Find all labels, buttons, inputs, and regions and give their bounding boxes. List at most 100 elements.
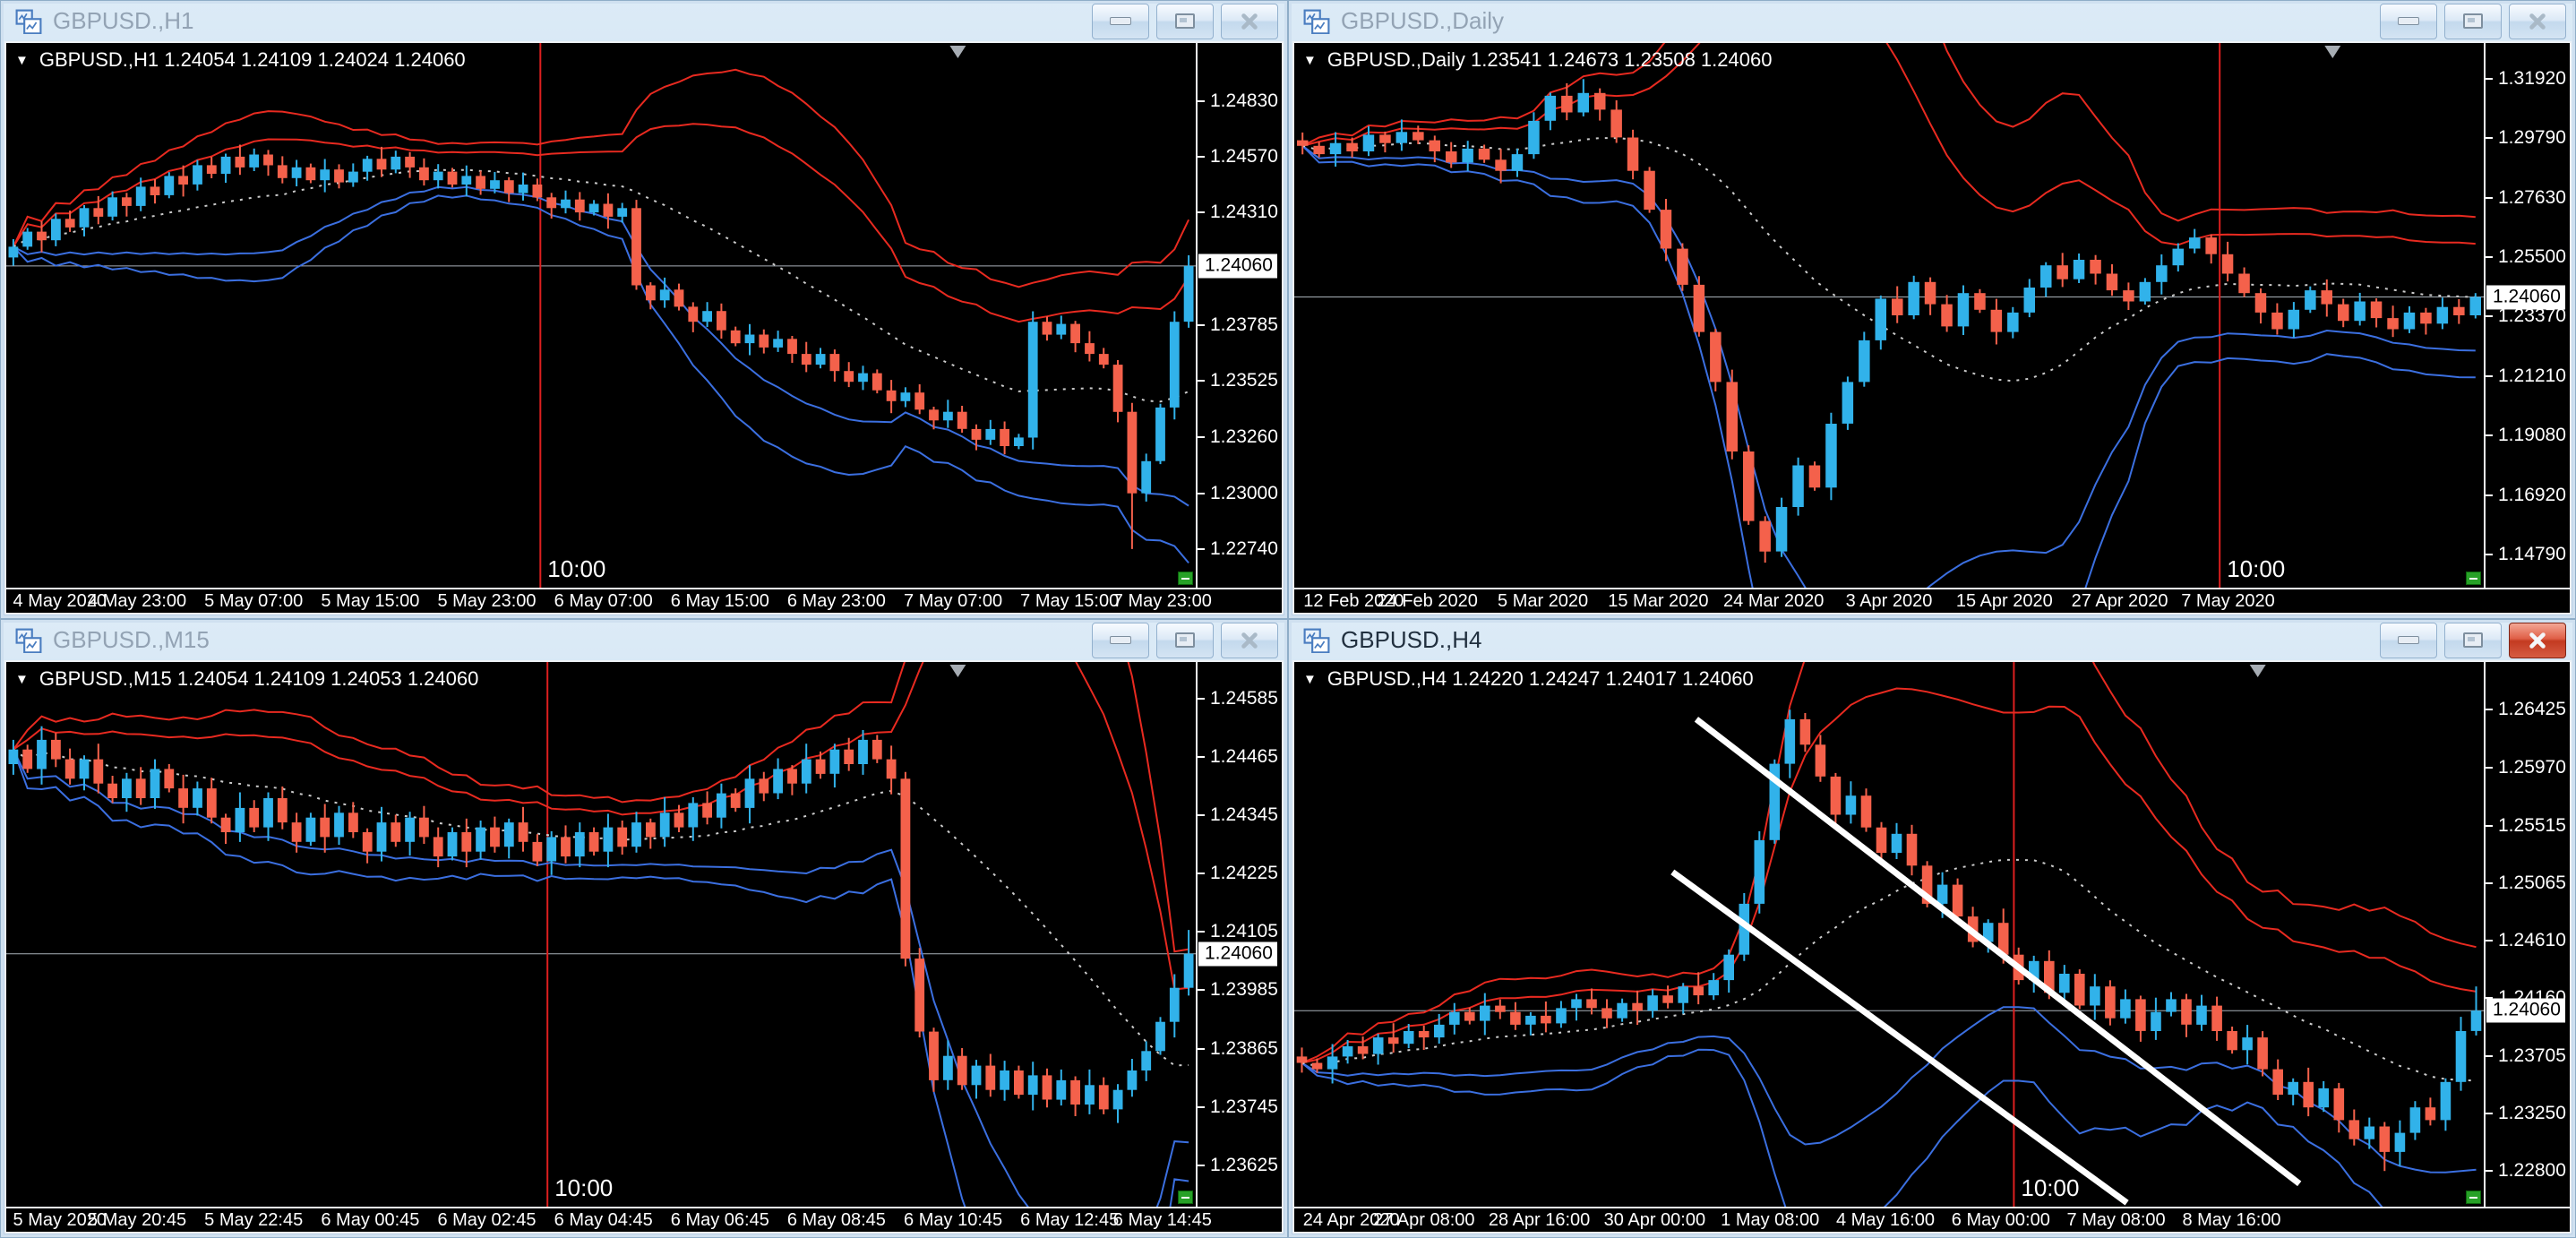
time-axis-label: 1 May 08:00 [1721,1210,1820,1230]
time-axis-label: 4 May 2020 [13,591,107,611]
time-axis-label: 8 May 16:00 [2182,1210,2281,1230]
chart-plot-area[interactable]: 10:00 ▼ GBPUSD.,Daily 1.23541 1.24673 1.… [1294,43,2484,588]
current-price-tag: 1.24060 [1198,254,1277,279]
price-axis-label: 1.16920 [2486,485,2566,505]
restore-button[interactable] [2444,3,2502,39]
minimize-button[interactable] [1092,3,1149,39]
minimize-button[interactable] [2380,622,2437,658]
time-axis-label: 6 May 15:00 [670,591,769,611]
chart-plot-area[interactable]: 10:00 ▼ GBPUSD.,H1 1.24054 1.24109 1.240… [6,43,1196,588]
time-axis-label: 7 May 08:00 [2066,1210,2166,1230]
time-axis-label: 5 May 23:00 [437,591,537,611]
chart-window-h1: GBPUSD.,H1 10:00 ▼ GBPUSD.,H1 1.24054 1.… [0,0,1288,619]
window-title: GBPUSD.,M15 [53,626,210,653]
chart-plot-area[interactable]: 10:00 ▼ GBPUSD.,H4 1.24220 1.24247 1.240… [1294,662,2484,1207]
candlestick-chart: 10:00 [1294,43,2484,588]
window-buttons [1092,3,1278,39]
scale-lock-icon[interactable] [2466,572,2481,585]
time-axis-label: 7 May 15:00 [1020,591,1120,611]
price-axis-label: 1.23260 [1198,426,1278,448]
price-axis-label: 1.14790 [2486,544,2566,565]
current-price-tag: 1.24060 [2486,285,2565,309]
scale-lock-icon[interactable] [2466,1191,2481,1204]
chart-plot-area[interactable]: 10:00 ▼ GBPUSD.,M15 1.24054 1.24109 1.24… [6,662,1196,1207]
price-axis[interactable]: 1.24585 1.24465 1.24345 1.24225 1.24105 1.239… [1196,662,1280,1207]
chart-client-area: 10:00 ▼ GBPUSD.,H1 1.24054 1.24109 1.240… [4,41,1284,615]
close-button[interactable] [2509,622,2566,658]
price-axis-label: 1.24585 [1198,687,1278,709]
window-title: GBPUSD.,Daily [1341,7,1505,34]
time-axis-label: 24 Apr 2020 [1302,1210,1400,1230]
time-axis[interactable]: 5 May 2020 5 May 20:45 5 May 22:45 6 May 00… [6,1207,1282,1232]
svg-text:10:00: 10:00 [554,1174,613,1201]
time-axis-label: 12 Feb 2020 [1303,591,1404,611]
time-axis-label: 5 May 2020 [13,1210,107,1230]
minimize-icon [2398,17,2419,25]
close-button[interactable] [2509,3,2566,39]
chart-client-area: 10:00 ▼ GBPUSD.,H4 1.24220 1.24247 1.240… [1292,660,2572,1234]
window-titlebar[interactable]: GBPUSD.,M15 [1,620,1287,660]
scale-lock-icon[interactable] [1178,1191,1193,1204]
price-axis[interactable]: 1.24830 1.24570 1.24310 1.23785 1.23525 1.232… [1196,43,1280,588]
price-axis-label: 1.23625 [1198,1154,1278,1175]
window-title: GBPUSD.,H4 [1341,626,1482,653]
time-axis-label: 5 Mar 2020 [1498,591,1589,611]
price-axis[interactable]: 1.26425 1.25970 1.25515 1.25065 1.24610 1.241… [2484,662,2568,1207]
window-titlebar[interactable]: GBPUSD.,H1 [1,1,1287,41]
price-axis-label: 1.24345 [1198,804,1278,825]
time-axis-label: 3 Apr 2020 [1845,591,1933,611]
svg-text:10:00: 10:00 [2227,555,2285,582]
time-axis[interactable]: 24 Apr 2020 27 Apr 08:00 28 Apr 16:00 30 Ap… [1294,1207,2570,1232]
time-axis-label: 15 Apr 2020 [1955,591,2053,611]
price-axis-label: 1.31920 [2486,67,2566,89]
time-axis-label: 24 Mar 2020 [1723,591,1825,611]
price-axis[interactable]: 1.31920 1.29790 1.27630 1.25500 1.23370 1.212… [2484,43,2568,588]
time-axis[interactable]: 12 Feb 2020 24 Feb 2020 5 Mar 2020 15 Mar 2… [1294,588,2570,613]
window-buttons [2380,3,2566,39]
window-titlebar[interactable]: GBPUSD.,Daily [1289,1,2575,41]
time-axis-label: 5 May 15:00 [321,591,420,611]
price-axis-label: 1.23250 [2486,1103,2566,1124]
price-axis-label: 1.22740 [1198,537,1278,559]
minimize-icon [1110,17,1131,25]
time-axis-label: 6 May 06:45 [670,1210,769,1230]
close-button[interactable] [1221,622,1278,658]
scale-lock-icon[interactable] [1178,572,1193,585]
time-axis-label: 28 Apr 16:00 [1488,1210,1591,1230]
price-axis-label: 1.23000 [1198,482,1278,503]
price-axis-label: 1.24225 [1198,863,1278,884]
time-axis-label: 7 May 23:00 [1112,591,1212,611]
price-axis-label: 1.23865 [1198,1037,1278,1059]
time-axis-label: 6 May 23:00 [786,591,886,611]
price-axis-label: 1.24310 [1198,202,1278,223]
time-axis[interactable]: 4 May 2020 4 May 23:00 5 May 07:00 5 May 15… [6,588,1282,613]
restore-button[interactable] [1156,622,1214,658]
restore-button[interactable] [1156,3,1214,39]
candlestick-chart: 10:00 [1294,662,2484,1207]
restore-button[interactable] [2444,622,2502,658]
time-axis-label: 6 May 08:45 [786,1210,886,1230]
time-axis-label: 4 May 23:00 [88,591,187,611]
chart-window-icon [1303,9,1330,34]
time-axis-label: 7 May 2020 [2181,591,2275,611]
minimize-icon [2398,636,2419,644]
close-button[interactable] [1221,3,1278,39]
time-axis-label: 4 May 16:00 [1835,1210,1936,1230]
time-axis-label: 6 May 10:45 [904,1210,1003,1230]
candlestick-chart: 10:00 [6,43,1196,588]
current-price-tag: 1.24060 [2486,998,2565,1023]
price-axis-label: 1.25970 [2486,756,2566,778]
minimize-button[interactable] [2380,3,2437,39]
time-axis-label: 27 Apr 2020 [2071,591,2168,611]
price-axis-label: 1.23985 [1198,979,1278,1001]
minimize-button[interactable] [1092,622,1149,658]
window-titlebar[interactable]: GBPUSD.,H4 [1289,620,2575,660]
svg-text:10:00: 10:00 [547,555,605,582]
time-axis-label: 6 May 07:00 [554,591,653,611]
window-title: GBPUSD.,H1 [53,7,194,34]
time-axis-label: 6 May 04:45 [554,1210,653,1230]
price-axis-label: 1.23525 [1198,370,1278,391]
time-axis-label: 6 May 02:45 [437,1210,537,1230]
price-axis-label: 1.22800 [2486,1160,2566,1182]
price-axis-label: 1.24105 [1198,921,1278,942]
